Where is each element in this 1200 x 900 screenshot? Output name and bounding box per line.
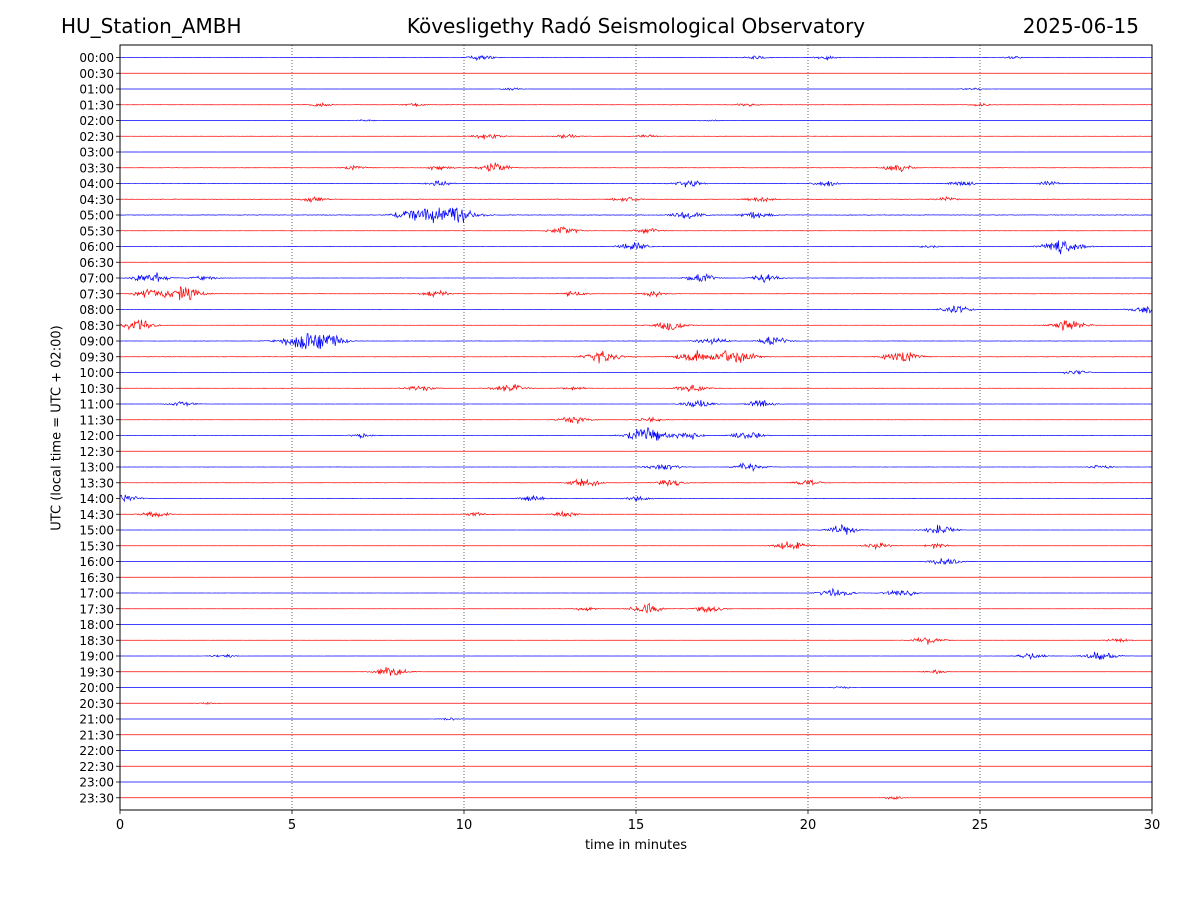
- trace-row: [119, 349, 1153, 364]
- x-tick-label: 20: [800, 818, 817, 833]
- y-tick-label: 22:00: [79, 744, 114, 758]
- y-tick-label: 03:00: [79, 146, 114, 160]
- y-tick-label: 02:30: [79, 130, 114, 144]
- trace-row: [119, 416, 1153, 424]
- y-tick-label: 08:30: [79, 319, 114, 333]
- y-tick-label: 19:00: [79, 650, 114, 664]
- trace-row: [119, 384, 1153, 393]
- y-tick-label: 14:00: [79, 492, 114, 506]
- chart-date: 2025-06-15: [1022, 14, 1139, 38]
- trace-row: [119, 102, 1153, 108]
- trace-row: [119, 195, 1153, 203]
- y-tick-label: 22:30: [79, 760, 114, 774]
- trace-row: [119, 133, 1153, 140]
- trace-row: [120, 557, 1153, 566]
- y-tick-label: 21:30: [79, 728, 114, 742]
- y-tick-label: 15:30: [79, 539, 114, 553]
- y-tick-label: 17:30: [79, 602, 114, 616]
- y-tick-label: 21:00: [79, 713, 114, 727]
- trace-row: [119, 226, 1153, 235]
- trace-row: [119, 651, 1153, 661]
- trace-row: [119, 587, 1152, 597]
- trace-row: [119, 240, 1153, 255]
- trace-row: [119, 305, 1153, 314]
- trace-row: [119, 636, 1153, 645]
- y-tick-label: 16:30: [79, 571, 114, 585]
- y-tick-label: 13:30: [79, 476, 114, 490]
- trace-row: [119, 478, 1153, 487]
- trace-row: [119, 286, 1153, 301]
- chart-title: Kövesligethy Radó Seismological Observat…: [406, 14, 866, 38]
- y-axis-label: UTC (local time = UTC + 02:00): [49, 325, 65, 531]
- trace-row: [119, 510, 1153, 518]
- y-tick-label: 10:00: [79, 366, 114, 380]
- trace-row: [119, 333, 1153, 350]
- trace-row: [119, 319, 1153, 332]
- y-tick-label: 07:00: [79, 272, 114, 286]
- y-tick-label: 20:00: [79, 681, 114, 695]
- y-tick-label: 04:00: [79, 177, 114, 191]
- trace-row: [119, 494, 1153, 503]
- trace-row: [119, 717, 1153, 721]
- trace-row: [119, 462, 1153, 473]
- y-tick-label: 12:30: [79, 445, 114, 459]
- x-axis-label: time in minutes: [584, 838, 688, 853]
- y-tick-label: 23:00: [79, 776, 114, 790]
- x-tick-label: 0: [116, 818, 124, 833]
- trace-row: [119, 162, 1153, 173]
- y-tick-label: 10:30: [79, 382, 114, 396]
- y-tick-label: 18:30: [79, 634, 114, 648]
- y-tick-label: 09:00: [79, 335, 114, 349]
- y-tick-label: 05:00: [79, 209, 114, 223]
- y-tick-label: 01:00: [79, 83, 114, 97]
- y-tick-label: 16:00: [79, 555, 114, 569]
- x-tick-label: 5: [288, 818, 296, 833]
- y-tick-label: 19:30: [79, 665, 114, 679]
- trace-row: [119, 523, 1153, 535]
- x-tick-label: 25: [972, 818, 989, 833]
- trace-row: [119, 701, 1153, 706]
- y-tick-label: 18:00: [79, 618, 114, 632]
- y-tick-label: 23:30: [79, 791, 114, 805]
- trace-row: [119, 55, 1153, 62]
- y-tick-label: 01:30: [79, 98, 114, 112]
- trace-row: [119, 272, 1153, 283]
- y-tick-label: 00:00: [79, 51, 114, 65]
- y-tick-label: 06:00: [79, 240, 114, 254]
- y-tick-label: 04:30: [79, 193, 114, 207]
- trace-row: [119, 602, 1153, 614]
- y-tick-label: 14:30: [79, 508, 114, 522]
- trace-row: [119, 666, 1153, 676]
- y-tick-label: 13:00: [79, 461, 114, 475]
- trace-row: [119, 179, 1153, 188]
- station-name: HU_Station_AMBH: [61, 14, 242, 38]
- trace-row: [119, 541, 1153, 551]
- trace-row: [119, 119, 1153, 122]
- y-tick-label: 12:00: [79, 429, 114, 443]
- trace-row: [119, 686, 1153, 689]
- trace-row: [119, 370, 1152, 375]
- x-tick-label: 30: [1144, 818, 1161, 833]
- trace-row: [119, 399, 1153, 408]
- y-tick-label: 15:00: [79, 524, 114, 538]
- y-tick-label: 11:00: [79, 398, 114, 412]
- x-tick-label: 15: [628, 818, 645, 833]
- x-tick-label: 10: [456, 818, 473, 833]
- y-tick-label: 05:30: [79, 224, 114, 238]
- y-tick-label: 00:30: [79, 67, 114, 81]
- y-tick-label: 06:30: [79, 256, 114, 270]
- trace-row: [119, 795, 1153, 800]
- y-tick-label: 03:30: [79, 161, 114, 175]
- y-tick-label: 07:30: [79, 287, 114, 301]
- trace-row: [119, 427, 1153, 441]
- y-tick-label: 09:30: [79, 350, 114, 364]
- y-tick-label: 08:00: [79, 303, 114, 317]
- trace-row: [119, 87, 1153, 91]
- y-tick-label: 11:30: [79, 413, 114, 427]
- trace-row: [119, 207, 1153, 224]
- y-tick-label: 17:00: [79, 587, 114, 601]
- y-tick-label: 20:30: [79, 697, 114, 711]
- y-tick-label: 02:00: [79, 114, 114, 128]
